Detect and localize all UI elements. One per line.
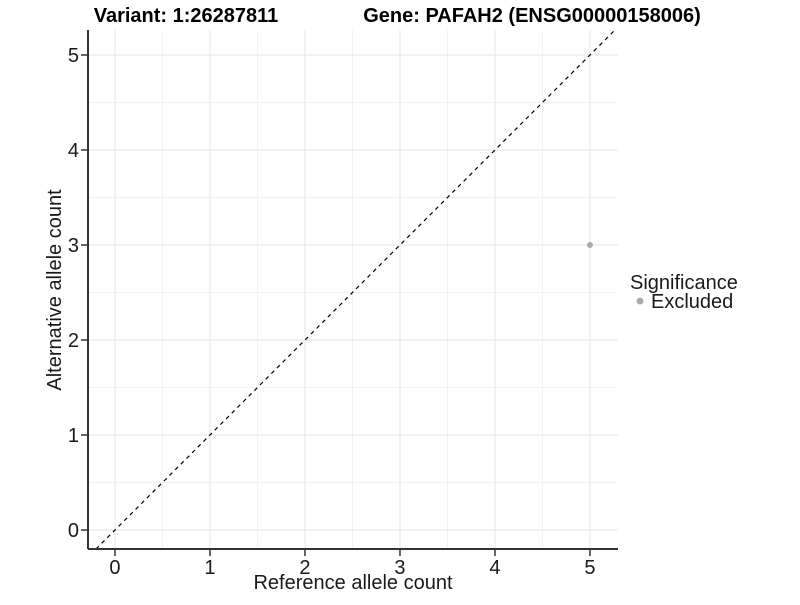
identity-line-layer	[95, 29, 616, 550]
plot-title-gene: Gene: PAFAH2 (ENSG00000158006)	[363, 5, 701, 27]
legend-label-excluded: Excluded	[651, 291, 733, 313]
y-tick-label: 3	[68, 235, 79, 257]
x-tick-label: 3	[394, 557, 405, 579]
y-tick-label: 1	[68, 425, 79, 447]
x-tick-label: 0	[109, 557, 120, 579]
x-axis-title: Reference allele count	[253, 572, 452, 594]
minor-gridlines	[88, 30, 618, 549]
x-tick-label: 2	[299, 557, 310, 579]
x-tick-label: 4	[489, 557, 500, 579]
y-axis-title: Alternative allele count	[44, 189, 66, 391]
identity-dashed-line	[95, 29, 616, 550]
y-tick-label: 2	[68, 330, 79, 352]
x-tick-label: 1	[204, 557, 215, 579]
legend-title: Significance	[630, 272, 738, 294]
x-tick-label: 5	[584, 557, 595, 579]
tick-marks-layer	[81, 54, 591, 556]
data-point	[586, 241, 593, 248]
plot-title-variant: Variant: 1:26287811	[94, 5, 279, 27]
y-tick-label: 5	[68, 45, 79, 67]
y-tick-label: 0	[68, 520, 79, 542]
axis-lines-layer	[87, 30, 618, 550]
legend-key-excluded-icon	[636, 297, 644, 305]
data-points-layer	[586, 241, 593, 248]
major-gridlines	[88, 30, 618, 549]
y-tick-label: 4	[68, 140, 79, 162]
legend: Significance Excluded	[630, 272, 738, 313]
tick-labels-layer: 0 1 2 3 4 5 0 1 2 3 4 5	[68, 45, 596, 579]
